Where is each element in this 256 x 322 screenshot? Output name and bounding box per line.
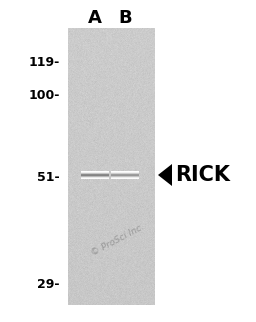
Text: RICK: RICK <box>175 165 230 185</box>
Text: A: A <box>88 9 102 27</box>
Text: 51-: 51- <box>37 171 60 184</box>
Text: 29-: 29- <box>37 278 60 290</box>
Text: © ProSci Inc.: © ProSci Inc. <box>90 222 146 258</box>
Text: B: B <box>118 9 132 27</box>
Text: 100-: 100- <box>29 89 60 101</box>
Polygon shape <box>158 164 172 186</box>
Text: 119-: 119- <box>29 55 60 69</box>
